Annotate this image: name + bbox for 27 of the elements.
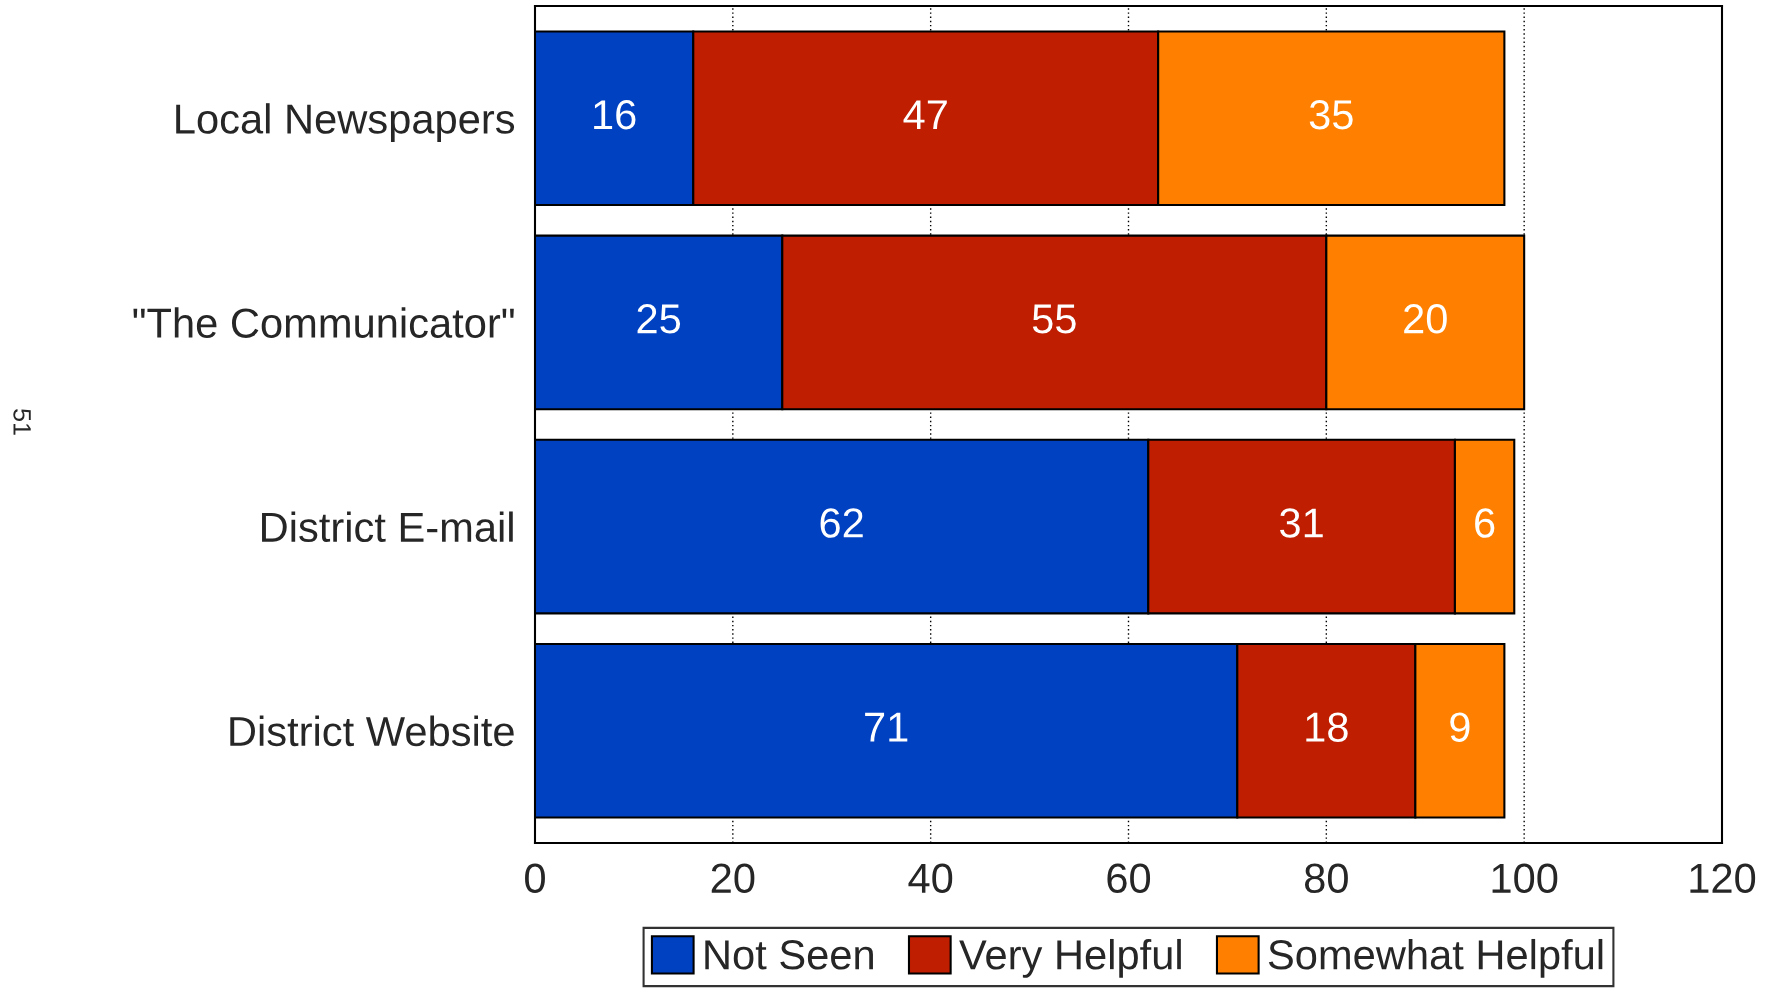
- data-label: 31: [1280, 508, 1323, 538]
- x-tick-label: 20: [711, 863, 755, 894]
- x-tick-label: 120: [1690, 863, 1756, 894]
- x-tick-label: 40: [908, 863, 953, 894]
- data-label: 16: [594, 99, 636, 130]
- y-tick-label: Local Newspapers: [176, 103, 515, 143]
- data-label: 6: [1475, 508, 1495, 538]
- x-tick-label: 100: [1492, 863, 1558, 894]
- y-tick-label: District E-mail: [262, 511, 513, 543]
- data-label: 55: [1032, 304, 1076, 334]
- legend-label: Somewhat Helpful: [1268, 938, 1603, 978]
- x-tick-label: 0: [525, 863, 545, 894]
- data-label: 20: [1404, 304, 1447, 334]
- data-label: 71: [865, 712, 908, 742]
- x-tick-label: 60: [1107, 863, 1151, 894]
- data-label: 25: [637, 304, 681, 334]
- data-label: 35: [1309, 99, 1353, 130]
- text: 51: [13, 409, 31, 435]
- data-label: 47: [903, 100, 947, 130]
- y-tick-label: District Website: [230, 715, 514, 747]
- data-label: 9: [1450, 712, 1470, 742]
- y-tick-label: "The Communicator": [133, 307, 514, 338]
- x-tick-label: 80: [1304, 863, 1348, 894]
- legend-label: Not Seen: [705, 940, 873, 970]
- data-label: 18: [1306, 712, 1348, 742]
- data-label: 62: [820, 508, 863, 538]
- legend-label: Very Helpful: [959, 938, 1181, 978]
